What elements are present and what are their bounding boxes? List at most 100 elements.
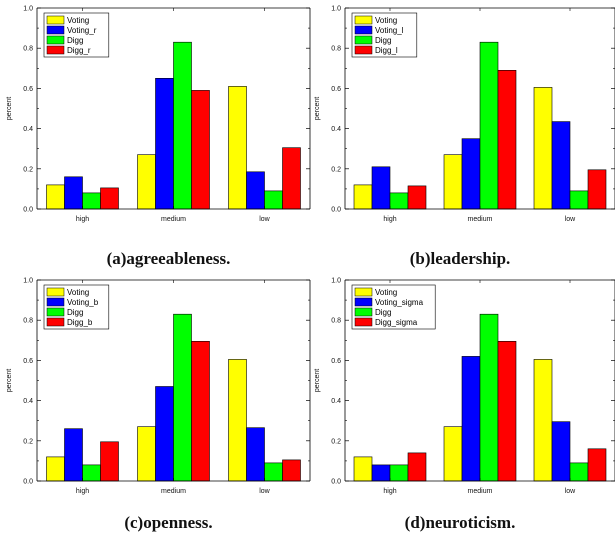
bar-digg-b-medium bbox=[191, 340, 210, 482]
y-axis-label: percent bbox=[314, 369, 321, 392]
y-tick-label: 1.0 bbox=[331, 6, 341, 13]
legend-label: Voting bbox=[67, 16, 89, 25]
x-tick-label-high: high bbox=[383, 488, 396, 495]
bar-voting-sigma-low bbox=[551, 421, 571, 482]
legend-label: Voting_l bbox=[375, 26, 404, 35]
legend-swatch bbox=[354, 45, 373, 55]
bar-voting-b-high bbox=[64, 428, 83, 482]
chart-caption: (c)openness. bbox=[124, 513, 212, 532]
x-tick-label-high: high bbox=[76, 488, 89, 495]
y-tick-label: 0.8 bbox=[23, 318, 33, 325]
bar-digg-l-low bbox=[587, 169, 607, 210]
chart-panel-3: 0.0 0.2 0.4 0.6 0.8 1.0 high medium low percent Vo… bbox=[6, 278, 311, 532]
legend-label: Voting bbox=[375, 288, 397, 297]
bar-voting-high bbox=[46, 184, 65, 210]
y-tick-label: 0.0 bbox=[23, 207, 33, 214]
chart-panel-1: 0.0 0.2 0.4 0.6 0.8 1.0 high medium low percent Vo… bbox=[6, 6, 311, 268]
bar-voting-r-high bbox=[64, 176, 83, 210]
bar-voting-high bbox=[46, 456, 65, 482]
bar-voting-high bbox=[353, 456, 373, 482]
bar-digg-high bbox=[389, 192, 409, 210]
bar-digg-b-low bbox=[282, 459, 301, 482]
bar-voting-l-low bbox=[551, 121, 571, 210]
chart-caption: (d)neuroticism. bbox=[405, 513, 516, 532]
bar-digg-r-high bbox=[100, 187, 119, 210]
x-tick-label-medium: medium bbox=[468, 216, 493, 223]
x-tick-label-medium: medium bbox=[468, 488, 493, 495]
chart-panel-4: 0.0 0.2 0.4 0.6 0.8 1.0 high medium low percent Vo… bbox=[314, 278, 615, 532]
y-axis-label: percent bbox=[314, 97, 321, 120]
bar-digg-high bbox=[82, 192, 101, 210]
legend-swatch bbox=[46, 35, 65, 45]
y-tick-label: 0.0 bbox=[23, 479, 33, 486]
y-tick-label: 0.2 bbox=[331, 438, 341, 445]
legend-swatch bbox=[46, 15, 65, 25]
bar-digg-medium bbox=[479, 313, 499, 482]
y-tick-label: 0.6 bbox=[23, 358, 33, 365]
legend-swatch bbox=[354, 317, 373, 327]
y-tick-label: 1.0 bbox=[331, 278, 341, 285]
chart-panel-2: 0.0 0.2 0.4 0.6 0.8 1.0 high medium low percent Vo… bbox=[314, 6, 615, 268]
bar-voting-b-low bbox=[246, 427, 265, 482]
legend-label: Digg bbox=[67, 36, 83, 45]
bar-digg-b-high bbox=[100, 441, 119, 482]
y-tick-label: 0.8 bbox=[331, 46, 341, 53]
y-tick-label: 0.6 bbox=[23, 86, 33, 93]
legend-swatch bbox=[46, 297, 65, 307]
legend-label: Digg_l bbox=[375, 46, 398, 55]
y-tick-label: 0.4 bbox=[23, 126, 33, 133]
bar-voting-medium bbox=[443, 154, 463, 210]
bar-digg-low bbox=[569, 462, 589, 482]
x-tick-label-high: high bbox=[383, 216, 396, 223]
legend-label: Digg_b bbox=[67, 318, 93, 327]
bar-voting-low bbox=[228, 86, 247, 210]
y-tick-label: 0.6 bbox=[331, 358, 341, 365]
legend-swatch bbox=[46, 25, 65, 35]
legend-swatch bbox=[46, 45, 65, 55]
bar-digg-r-medium bbox=[191, 90, 210, 210]
legend-swatch bbox=[354, 287, 373, 297]
x-tick-label-medium: medium bbox=[161, 488, 186, 495]
legend-swatch bbox=[354, 15, 373, 25]
y-tick-label: 0.8 bbox=[23, 46, 33, 53]
y-tick-label: 1.0 bbox=[23, 278, 33, 285]
x-tick-label-low: low bbox=[565, 488, 576, 495]
legend-swatch bbox=[354, 35, 373, 45]
y-tick-label: 0.2 bbox=[331, 166, 341, 173]
bar-voting-sigma-medium bbox=[461, 356, 481, 482]
legend-label: Voting_b bbox=[67, 298, 99, 307]
bar-voting-low bbox=[533, 359, 553, 482]
bar-voting-l-high bbox=[371, 166, 391, 210]
bar-voting-medium bbox=[443, 426, 463, 482]
y-tick-label: 0.2 bbox=[23, 438, 33, 445]
bar-digg-medium bbox=[173, 41, 192, 210]
y-tick-label: 0.4 bbox=[331, 126, 341, 133]
bar-digg-r-low bbox=[282, 147, 301, 210]
chart-caption: (b)leadership. bbox=[410, 249, 511, 268]
bar-voting-r-medium bbox=[155, 78, 174, 210]
x-tick-label-low: low bbox=[259, 488, 270, 495]
legend-label: Digg bbox=[375, 36, 391, 45]
bar-digg-sigma-low bbox=[587, 448, 607, 482]
x-tick-label-high: high bbox=[76, 216, 89, 223]
y-tick-label: 0.4 bbox=[331, 398, 341, 405]
bar-voting-medium bbox=[137, 154, 156, 210]
bar-digg-l-high bbox=[407, 185, 427, 210]
bar-digg-high bbox=[82, 464, 101, 482]
x-tick-label-low: low bbox=[259, 216, 270, 223]
y-tick-label: 0.8 bbox=[331, 318, 341, 325]
bar-digg-l-medium bbox=[497, 70, 517, 210]
bar-voting-high bbox=[353, 184, 373, 210]
bar-digg-sigma-high bbox=[407, 452, 427, 482]
bar-voting-b-medium bbox=[155, 386, 174, 482]
x-tick-label-low: low bbox=[565, 216, 576, 223]
legend-label: Voting bbox=[67, 288, 89, 297]
legend-label: Digg_r bbox=[67, 46, 91, 55]
bar-voting-low bbox=[533, 87, 553, 210]
legend-label: Voting_sigma bbox=[375, 298, 424, 307]
